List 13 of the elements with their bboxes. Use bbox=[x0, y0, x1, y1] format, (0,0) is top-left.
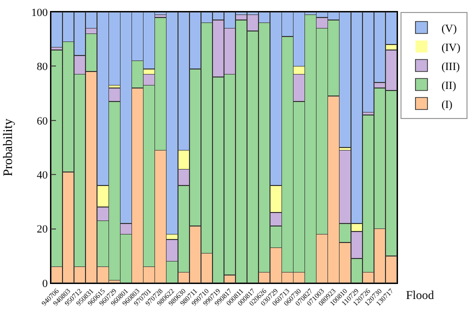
y-tick-label: 60 bbox=[36, 115, 48, 128]
y-tick-label: 20 bbox=[36, 224, 48, 236]
y-tick-label: 0 bbox=[42, 278, 48, 290]
y-tick-label: 100 bbox=[31, 6, 48, 19]
legend-label: (III) bbox=[441, 60, 460, 73]
legend-label: (IV) bbox=[441, 42, 461, 54]
legend-label: (II) bbox=[441, 80, 456, 92]
x-axis-title: Flood bbox=[406, 288, 434, 302]
y-tick-label: 80 bbox=[36, 61, 48, 74]
y-tick-label: 40 bbox=[36, 169, 48, 182]
y-axis-title: Probability bbox=[0, 118, 16, 176]
legend-label: (I) bbox=[441, 98, 453, 111]
legend-label: (V) bbox=[441, 22, 458, 35]
